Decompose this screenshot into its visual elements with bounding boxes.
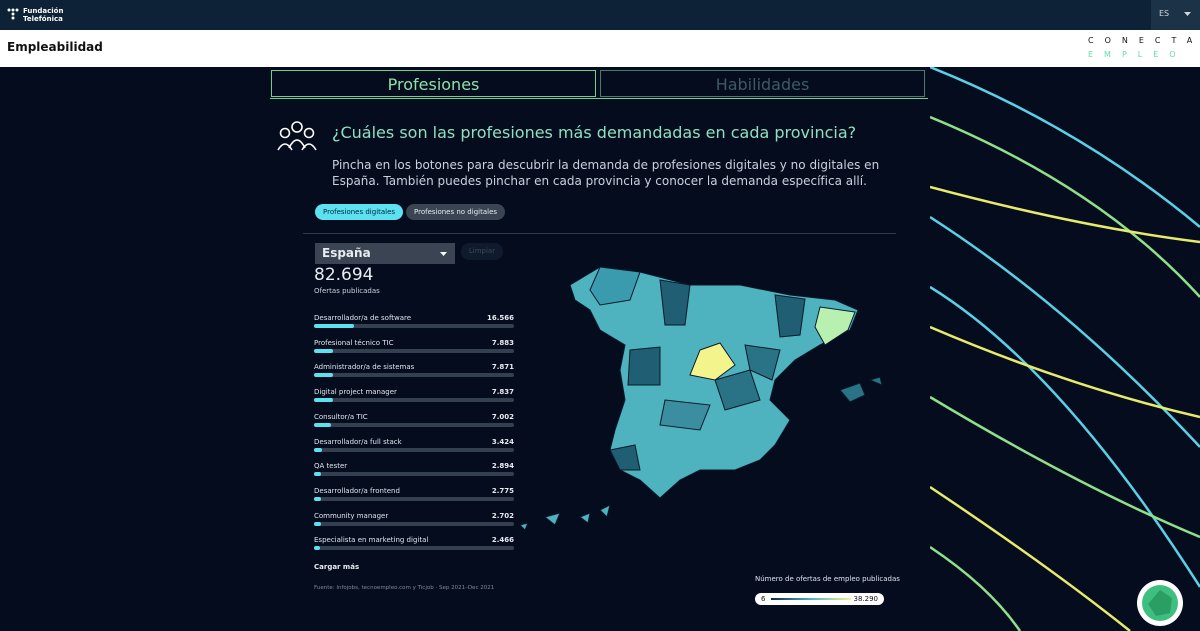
profession-name: Digital project manager [314,388,397,397]
profession-name: Desarrollador/a full stack [314,437,402,446]
top-bar: Fundación Telefónica ES [0,0,1200,30]
bar [314,373,334,378]
profession-name: Desarrollador/a frontend [314,486,400,495]
profession-value: 2.775 [491,486,514,495]
profession-name: Community manager [314,511,389,520]
language: ES [1159,9,1170,18]
decoration [930,67,1200,631]
section-heading: ¿Cuáles son las profesiones más demandad… [332,123,857,142]
bar-track [314,422,514,427]
bar-track [314,472,514,477]
province [609,444,641,471]
profession-value: 16.566 [486,314,514,322]
bar [314,324,355,328]
bar-track [314,324,514,328]
filter-button-active[interactable]: Profesiones digitales [315,204,404,220]
clear-button[interactable]: Limpiar [461,243,503,260]
section-description: Pincha en los botones para descubrir la … [332,158,880,188]
balearics [839,382,866,403]
load-more[interactable]: Cargar más [314,563,360,571]
province [659,279,691,326]
caret [1184,12,1191,16]
source: Fuente: Infojobs, tecnoempleo.com y Ticj… [314,585,495,591]
bar-track [314,398,514,403]
legend-gradient [771,598,851,600]
assistant-icon [1142,585,1178,621]
profession-name: Especialista en marketing digital [314,536,429,545]
map [519,266,883,531]
province [589,266,641,306]
language-selector[interactable]: ES [1151,0,1200,30]
bar [314,422,331,427]
brand: Fundación Telefónica [23,7,63,23]
canaries [519,504,611,531]
legend-title: Número de ofertas de empleo publicadas [755,575,900,583]
profession-value: 2.894 [491,462,514,471]
bar-track [314,348,514,353]
bar [314,496,321,501]
bar-track [314,546,514,551]
legend-max: 38.290 [853,595,879,603]
province [774,294,806,338]
nav-bar: Empleabilidad CONECTA EMPLEO [0,30,1200,67]
bar-track [314,521,514,526]
region: España [322,246,371,260]
assistant-button[interactable] [1137,580,1183,626]
divider [303,233,896,234]
page-title: Empleabilidad [7,40,103,54]
profession-value: 2.466 [491,536,514,545]
bar [314,546,320,551]
filter-button[interactable]: Profesiones no digitales [406,204,506,220]
profession-value: 7.002 [491,412,514,421]
profession-name: Administrador/a de sistemas [314,363,415,372]
profession-value: 7.883 [491,338,514,347]
profession-name: Profesional técnico TIC [314,338,394,347]
brand-icon [7,8,19,20]
tab-underline [270,98,928,99]
bar [314,398,333,403]
brand-line: Telefónica [23,15,63,23]
profession-value: 2.702 [491,511,514,520]
legend: 6 38.290 [755,593,884,605]
profession-value: 7.871 [491,363,514,372]
legend-min: 6 [761,595,766,603]
balearics [868,376,883,386]
region-dropdown[interactable]: España [315,243,455,264]
caret [440,252,447,256]
bar-track [314,447,514,452]
province [714,369,761,411]
province-madrid [689,342,736,381]
brand-line: Fundación [23,7,64,15]
logo-bottom: EMPLEO [1088,50,1187,59]
profession-name: Consultor/a TIC [314,412,368,421]
bar [314,521,321,526]
bar-track [314,373,514,378]
profession-value: 7.837 [491,388,514,397]
profession-value: 3.424 [491,437,514,446]
tab[interactable]: Habilidades [600,70,925,97]
bar [314,447,323,452]
profession-name: Desarrollador/a de software [314,314,412,322]
province-barcelona [814,306,856,346]
logo-top: CONECTA [1088,36,1200,45]
province [627,346,661,386]
people-icon [277,121,317,151]
province [744,344,781,381]
bar [314,472,321,477]
total-caption: Ofertas publicadas [314,287,380,295]
profession-name: QA tester [314,462,348,471]
total: 82.694 [314,265,374,285]
tab-active[interactable]: Profesiones [271,70,596,97]
bar [314,348,334,353]
province [659,399,711,431]
bar-track [314,496,514,501]
